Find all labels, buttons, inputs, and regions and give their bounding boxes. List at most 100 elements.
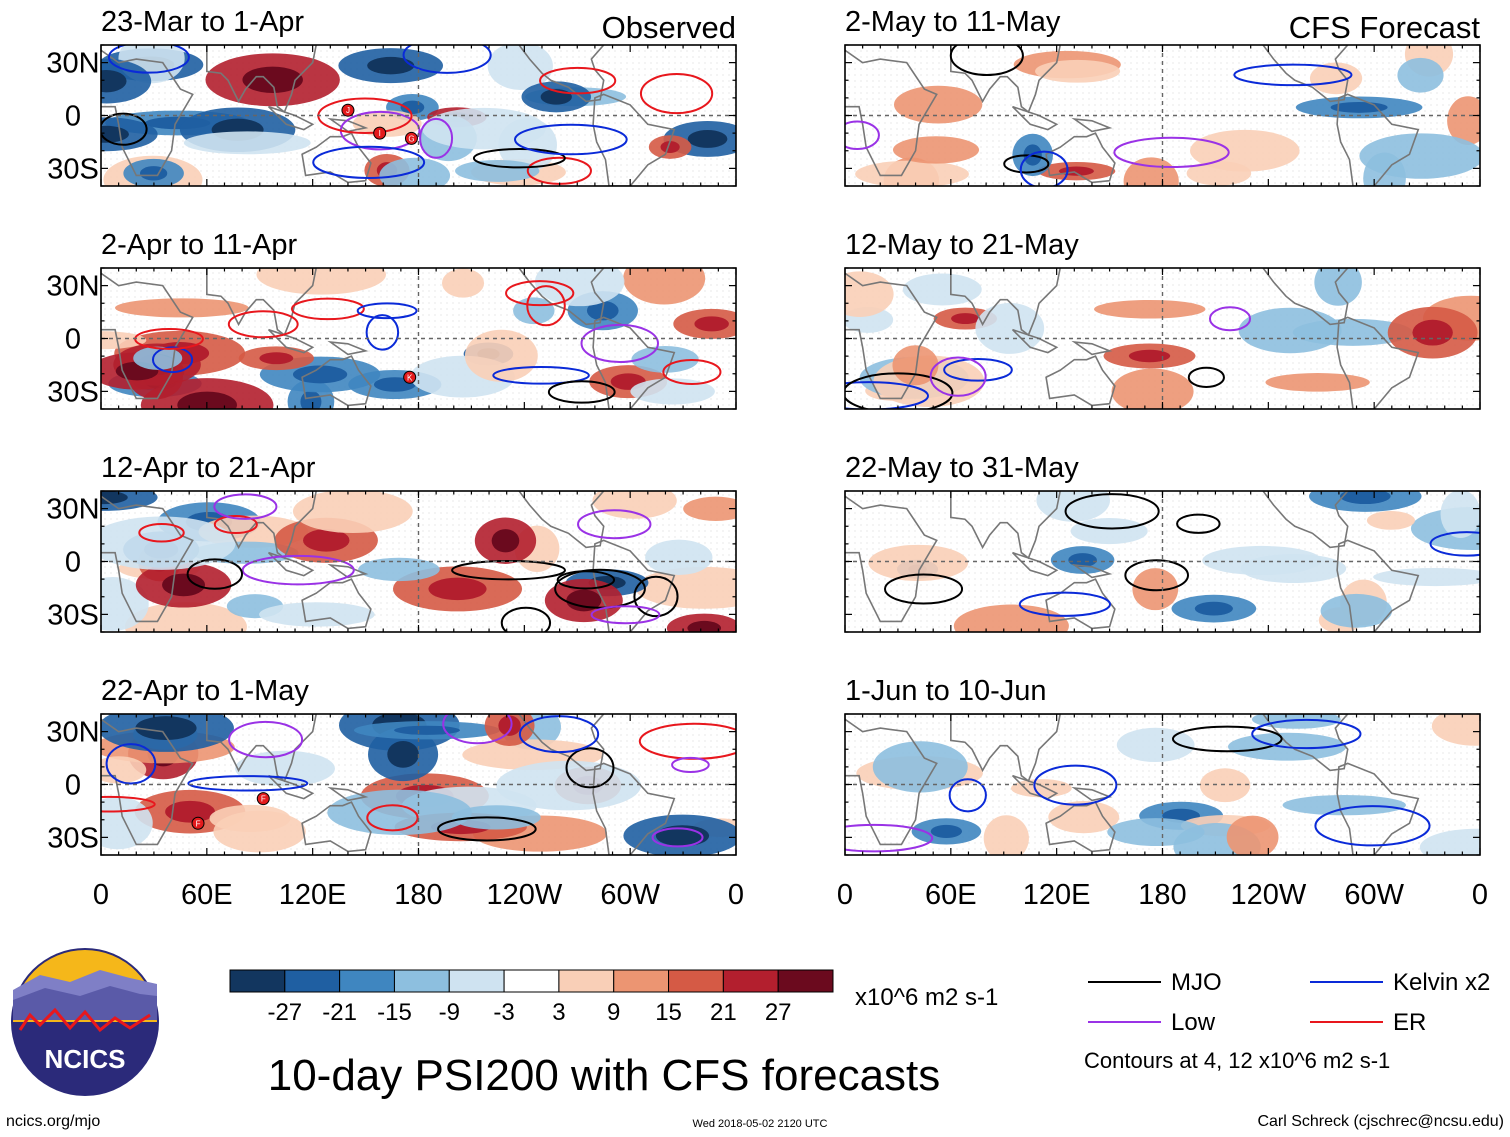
contour-line — [556, 570, 616, 590]
y-tick-label: 0 — [65, 547, 81, 579]
column-label: Observed — [602, 10, 736, 45]
contour-line — [929, 356, 987, 397]
anomaly-core — [687, 129, 728, 148]
anomaly-shading — [464, 329, 538, 382]
colorbar-label: -21 — [322, 999, 357, 1026]
storm-label: F — [196, 819, 201, 828]
anomaly-core — [387, 740, 419, 768]
anomaly-shading — [631, 345, 699, 373]
coastline — [327, 340, 369, 356]
y-tick-label: 30N — [46, 717, 99, 749]
anomaly-shading — [441, 268, 485, 298]
anomaly-core — [1412, 319, 1453, 346]
coastline — [1336, 539, 1420, 632]
contour-line — [437, 816, 537, 842]
map-panel: 30N 0 30S 12-Apr to 21-Apr — [46, 452, 737, 633]
contour-line — [1124, 559, 1190, 592]
x-tick-label: 0 — [728, 879, 744, 911]
panel-title: 12-Apr to 21-Apr — [101, 452, 316, 484]
timestamp: Wed 2018-05-02 2120 UTC — [693, 1118, 828, 1130]
anomaly-shading — [1132, 568, 1179, 611]
anomaly-shading — [1107, 818, 1205, 847]
anomaly-shading — [953, 604, 1069, 632]
anomaly-shading — [845, 271, 894, 317]
anomaly-core — [660, 141, 680, 153]
x-tick-label: 180 — [394, 879, 442, 911]
anomaly-core — [951, 313, 980, 325]
map-panel: 2-May to 11-May CFS Forecast — [844, 6, 1481, 187]
storm-symbol: K — [403, 370, 417, 384]
anomaly-shading — [1309, 62, 1363, 95]
anomaly-shading — [1036, 491, 1111, 522]
contour-line — [1429, 531, 1480, 557]
anomaly-shading — [1111, 368, 1194, 409]
anomaly-core — [135, 716, 197, 740]
coastline — [1071, 563, 1113, 579]
contour-line — [845, 120, 880, 151]
contour-line — [290, 297, 365, 321]
anomaly-core — [687, 620, 722, 632]
panel-title: 23-Mar to 1-Apr — [101, 6, 304, 38]
contour-line — [1208, 306, 1252, 332]
logo-text: NCICS — [45, 1044, 126, 1074]
contour-line — [671, 756, 710, 773]
coastline — [301, 801, 372, 853]
coastline — [592, 93, 676, 186]
anomaly-core — [292, 365, 348, 384]
contour-line — [241, 554, 355, 586]
coastline — [950, 45, 1062, 114]
anomaly-shading — [379, 157, 451, 186]
anomaly-core — [1194, 601, 1233, 616]
anomaly-shading — [1186, 161, 1252, 186]
y-tick-label: 30N — [46, 48, 99, 80]
coastline — [206, 45, 318, 114]
anomaly-shading — [1116, 727, 1195, 763]
website-link[interactable]: ncics.org/mjo — [6, 1113, 100, 1130]
legend-entry: MJO — [1088, 969, 1222, 996]
panel-title: 2-Apr to 11-Apr — [101, 229, 297, 261]
coastline — [950, 268, 1062, 337]
panel-title: 22-Apr to 1-May — [101, 675, 309, 707]
coastline — [1045, 132, 1116, 184]
contour-line — [187, 775, 309, 792]
colorbar-swatch — [284, 969, 341, 993]
coastline — [518, 45, 605, 103]
contour-line — [1033, 764, 1118, 806]
coastline — [327, 563, 369, 579]
anomaly-shading — [235, 750, 335, 787]
legend-entry: Kelvin x2 — [1310, 969, 1490, 996]
anomaly-shading — [1226, 815, 1279, 855]
map-panel: 1-Jun to 10-Jun 0 60E 120E 180 120W 60W 0 — [837, 675, 1488, 911]
anomaly-shading — [496, 760, 642, 811]
anomaly-core — [498, 715, 521, 736]
coastline — [950, 491, 1062, 560]
coastline — [268, 774, 315, 800]
contour-line — [949, 45, 1024, 77]
storm-label: G — [408, 134, 414, 143]
anomaly-shading — [101, 516, 236, 570]
contour-line — [151, 346, 194, 374]
coastline — [1262, 268, 1349, 326]
colorbar-label: 9 — [607, 999, 620, 1026]
map-panel: F F 30N 0 30S 22-Apr to 1-May 0 60E 120E 180 120W 6… — [46, 675, 744, 911]
map-panel: 22-May to 31-May — [844, 452, 1481, 633]
x-tick-label: 60E — [181, 879, 233, 911]
contour-line — [213, 514, 258, 535]
contour-line — [633, 575, 679, 618]
y-tick-label: 0 — [65, 770, 81, 802]
x-tick-label: 120W — [1230, 879, 1306, 911]
coastline — [518, 268, 605, 326]
column-label: CFS Forecast — [1289, 10, 1481, 45]
anomaly-shading — [133, 346, 183, 370]
contour-line — [547, 380, 616, 404]
contour-line — [442, 714, 513, 745]
storm-symbol: I — [373, 126, 387, 140]
anomaly-shading — [101, 331, 147, 350]
storm-symbol: F — [191, 816, 205, 830]
coastline — [268, 105, 315, 131]
anomaly-shading — [1251, 714, 1341, 729]
anomaly-shading — [1265, 373, 1370, 392]
coastline — [1045, 355, 1116, 407]
anomaly-shading — [1431, 714, 1480, 746]
